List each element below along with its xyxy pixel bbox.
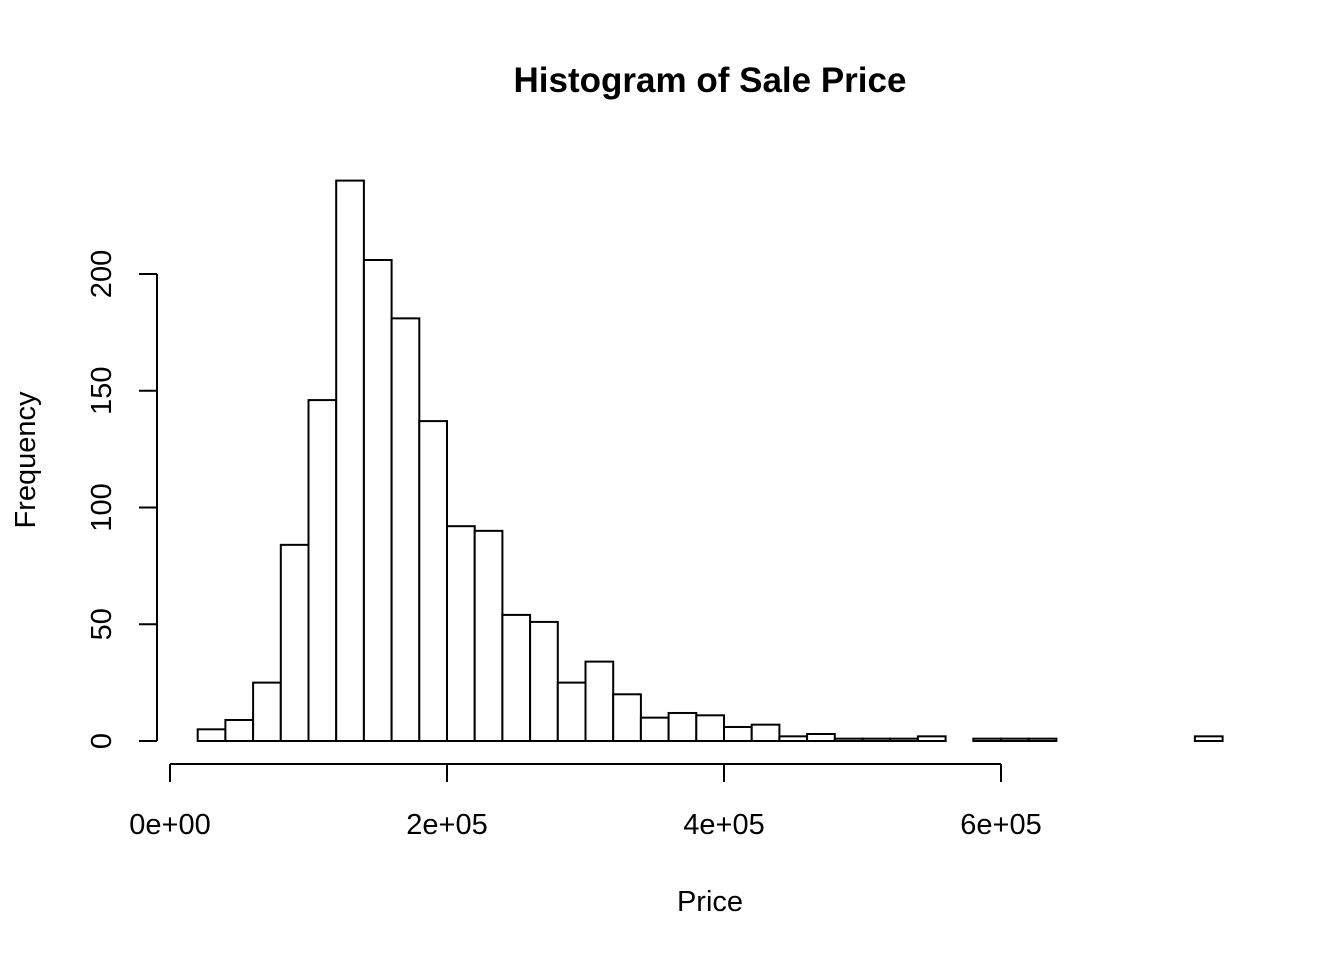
histogram-bar xyxy=(335,179,365,743)
histogram-bar xyxy=(723,725,753,742)
x-tick-label: 0e+00 xyxy=(129,809,210,841)
histogram-bar xyxy=(972,737,1002,742)
y-tick-label: 100 xyxy=(86,483,118,531)
histogram-bar xyxy=(889,737,919,742)
histogram-bar xyxy=(1193,735,1224,743)
histogram-bar xyxy=(584,660,615,742)
histogram-bar xyxy=(750,723,781,743)
bars-group xyxy=(196,179,1224,743)
histogram-bar xyxy=(446,525,476,742)
y-axis-label: Frequency xyxy=(10,391,42,529)
histogram-bar xyxy=(556,681,587,742)
histogram-bar xyxy=(916,735,947,743)
histogram-bar xyxy=(390,317,421,742)
histogram-bar xyxy=(1027,737,1058,742)
histogram-bar xyxy=(252,681,282,742)
histogram-bar xyxy=(833,737,864,742)
x-axis: 0e+00 2e+05 4e+05 6e+05 xyxy=(129,763,1042,841)
x-tick-label: 4e+05 xyxy=(683,809,764,841)
histogram-bar xyxy=(307,399,338,742)
y-tick-label: 50 xyxy=(86,608,118,640)
x-axis-label: Price xyxy=(677,886,743,918)
histogram-bar xyxy=(612,693,642,742)
histogram-bar xyxy=(529,620,559,742)
histogram-bar xyxy=(196,728,227,743)
histogram-bar xyxy=(501,613,532,742)
histogram-bar xyxy=(473,529,504,742)
histogram-bar xyxy=(778,735,809,743)
histogram-bar xyxy=(1000,737,1030,742)
histogram-bar xyxy=(806,732,836,742)
histogram-bar xyxy=(279,543,310,742)
y-tick-label: 0 xyxy=(86,733,118,749)
histogram-bar xyxy=(418,420,448,742)
histogram-bar xyxy=(667,711,698,742)
histogram-bar xyxy=(695,714,725,743)
chart-title: Histogram of Sale Price xyxy=(514,61,907,100)
y-tick-label: 200 xyxy=(86,250,118,298)
histogram-bar xyxy=(861,737,892,742)
histogram-bar xyxy=(224,718,255,742)
histogram-bar xyxy=(362,258,393,742)
y-tick-label: 150 xyxy=(86,367,118,415)
histogram-bar xyxy=(639,716,670,743)
x-tick-label: 6e+05 xyxy=(960,809,1041,841)
x-tick-label: 2e+05 xyxy=(406,809,487,841)
y-axis: 0 50 100 150 200 xyxy=(86,250,158,749)
